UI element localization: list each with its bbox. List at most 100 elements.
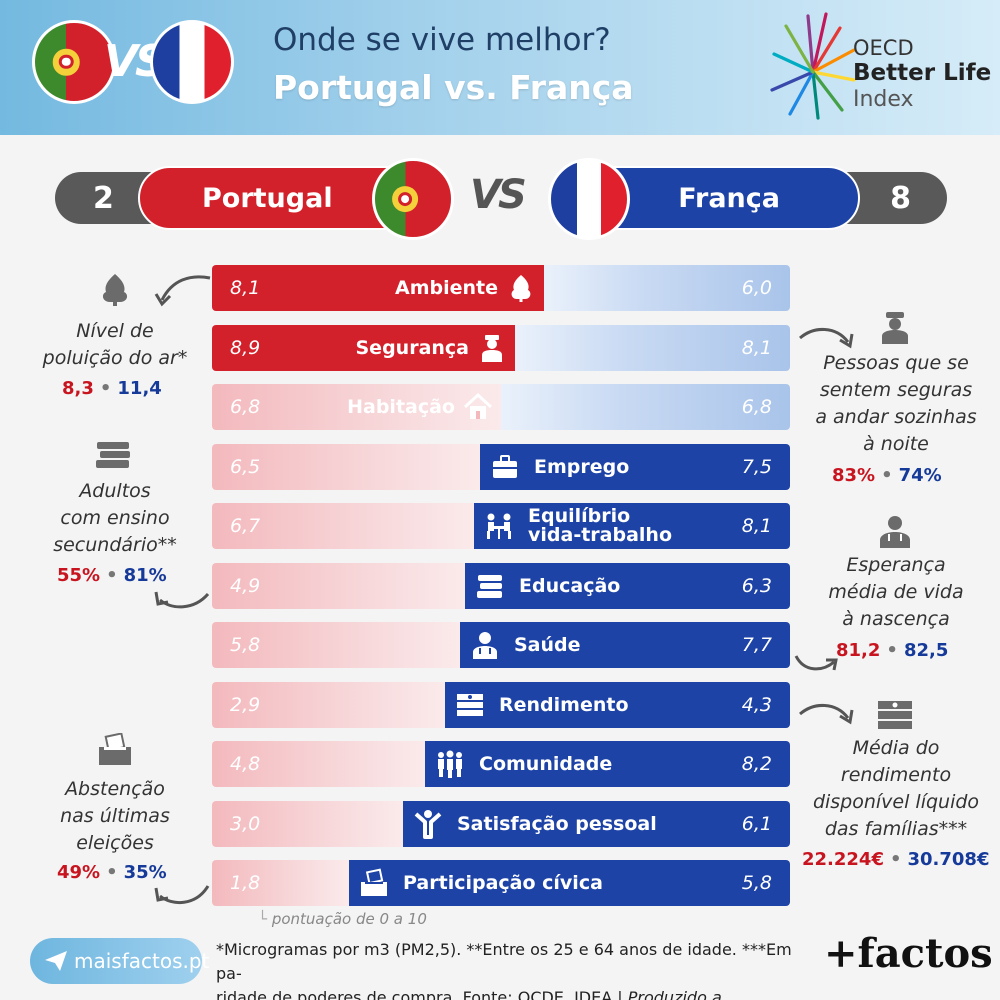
france-bar (474, 503, 790, 549)
callout-safety-text: Pessoas que se sentem seguras a andar sozi… (815, 352, 977, 455)
arrow-income-icon (799, 704, 854, 725)
bar-row: 4,8 8,2 Comunidade (212, 741, 790, 787)
tree-icon (511, 275, 531, 302)
happy-person-icon (414, 810, 442, 839)
bar-row: 5,8 7,7 Saúde (212, 622, 790, 668)
portugal-value-label: 6,5 (230, 456, 261, 478)
books-icon (96, 442, 130, 468)
category-text: Habitação (347, 395, 455, 418)
callout-air-text: Nível de poluição do ar* (42, 320, 188, 369)
doctor-icon (880, 516, 910, 548)
france-value-label: 5,8 (741, 872, 772, 894)
portugal-flag-icon (32, 20, 116, 104)
oecd-burst-logo-icon (770, 12, 856, 120)
callout-income-text: Média do rendimento disponível líquido das … (812, 737, 980, 840)
police-officer-icon (882, 312, 908, 344)
france-bar (403, 801, 790, 847)
portugal-bar (212, 622, 460, 668)
arrow-safety-icon (799, 328, 854, 349)
france-value-label: 8,2 (741, 753, 772, 775)
category-label: Educação (475, 563, 620, 609)
title-question: Onde se vive melhor? (273, 22, 611, 58)
france-bar (349, 860, 790, 906)
category-label: Saúde (470, 622, 581, 668)
scoreboard-vs-label: VS (470, 172, 527, 218)
paper-plane-icon (45, 951, 67, 971)
portugal-value-label: 2,9 (230, 694, 261, 716)
category-label: Satisfação pessoal (413, 801, 657, 847)
site-link[interactable]: maisfactos.pt (30, 938, 209, 984)
portugal-bar (212, 444, 480, 490)
portugal-bar (212, 682, 445, 728)
people-at-table-icon (487, 513, 511, 539)
category-label: Ambiente (395, 265, 536, 311)
france-bar (460, 622, 790, 668)
portugal-bar (212, 860, 349, 906)
bar-row: 6,7 8,1 Equilíbrio vida-trabalho (212, 503, 790, 549)
ballot-box-icon (361, 868, 387, 896)
people-group-icon (438, 750, 462, 778)
category-text: Rendimento (499, 693, 629, 716)
callout-abstention-values: 49% • 35% (57, 862, 167, 883)
france-value-label: 6,0 (741, 277, 772, 299)
france-value-label: 8,1 (741, 515, 772, 537)
france-value-label: 6,8 (741, 396, 772, 418)
portugal-value-label: 4,8 (230, 753, 261, 775)
briefcase-icon (493, 455, 517, 478)
site-link-label: maisfactos.pt (74, 949, 210, 973)
france-name: França (678, 182, 780, 214)
portugal-score-flag-icon (372, 158, 454, 240)
category-text: Ambiente (395, 276, 498, 299)
france-value-label: 7,5 (741, 456, 772, 478)
portugal-bar (212, 503, 474, 549)
bar-row: 4,9 6,3 Educação (212, 563, 790, 609)
france-value-label: 7,7 (741, 634, 772, 656)
portugal-bar (212, 265, 544, 311)
portugal-bar (212, 563, 465, 609)
portugal-value-label: 5,8 (230, 634, 261, 656)
category-label: Comunidade (435, 741, 612, 787)
arrow-life-icon (794, 655, 838, 671)
police-officer-icon (482, 335, 502, 362)
portugal-bar (212, 801, 403, 847)
portugal-value-label: 3,0 (230, 813, 261, 835)
france-score-flag-icon (548, 158, 630, 240)
category-label: Rendimento (455, 682, 629, 728)
category-text: Equilíbrio vida-trabalho (528, 505, 672, 546)
bar-row: 2,9 4,3 Rendimento (212, 682, 790, 728)
portugal-value-label: 6,8 (230, 396, 261, 418)
france-wins-count: 8 (890, 180, 911, 216)
category-label: Participação cívica (359, 860, 603, 906)
portugal-name: Portugal (202, 182, 333, 214)
bar-row: 6,5 7,5 Emprego (212, 444, 790, 490)
portugal-value-label: 8,1 (230, 277, 261, 299)
better-life-label: Better Life (853, 60, 992, 86)
books-icon (477, 575, 502, 598)
portugal-bar (212, 325, 515, 371)
france-bar (544, 265, 790, 311)
france-value-label: 8,1 (741, 337, 772, 359)
money-stack-icon (457, 694, 483, 716)
category-text: Emprego (534, 455, 630, 478)
callout-life-values: 81,2 • 82,5 (836, 640, 949, 661)
category-label: Segurança (356, 325, 508, 371)
category-text: Educação (519, 574, 621, 597)
tree-icon (102, 274, 128, 306)
category-text: Comunidade (479, 752, 613, 775)
category-text: Saúde (514, 633, 581, 656)
france-flag-icon (150, 20, 234, 104)
category-text: Satisfação pessoal (457, 812, 657, 835)
category-label: Equilíbrio vida-trabalho (484, 503, 672, 549)
doctor-icon (473, 632, 497, 659)
portugal-value-label: 4,9 (230, 575, 261, 597)
bar-row: 1,8 5,8 Participação cívica (212, 860, 790, 906)
oecd-label: OECD (853, 36, 914, 60)
portugal-bar (212, 741, 425, 787)
brand-logo: +factos (824, 930, 993, 977)
callout-life-text: Esperança média de vida à nascença (828, 554, 964, 630)
bar-row: 3,0 6,1 Satisfação pessoal (212, 801, 790, 847)
bar-row: 6,8 6,8 Habitação (212, 384, 790, 430)
callout-education-text: Adultos com ensino secundário** (53, 480, 177, 556)
callout-safety-values: 83% • 74% (832, 465, 942, 486)
